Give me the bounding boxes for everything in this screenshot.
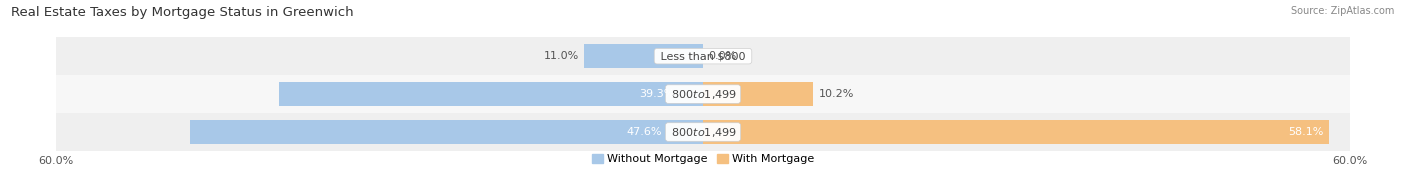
Text: Less than $800: Less than $800 xyxy=(657,51,749,61)
Bar xyxy=(703,120,1329,144)
Bar xyxy=(703,82,813,106)
Bar xyxy=(190,120,703,144)
Bar xyxy=(56,75,1350,113)
Text: 0.0%: 0.0% xyxy=(709,51,737,61)
Text: $800 to $1,499: $800 to $1,499 xyxy=(668,88,738,101)
Text: 58.1%: 58.1% xyxy=(1288,127,1324,137)
Bar xyxy=(280,82,703,106)
Text: Real Estate Taxes by Mortgage Status in Greenwich: Real Estate Taxes by Mortgage Status in … xyxy=(11,6,354,19)
Text: 47.6%: 47.6% xyxy=(626,127,662,137)
Text: Source: ZipAtlas.com: Source: ZipAtlas.com xyxy=(1291,6,1395,16)
Bar xyxy=(585,44,703,68)
Legend: Without Mortgage, With Mortgage: Without Mortgage, With Mortgage xyxy=(588,149,818,169)
Text: $800 to $1,499: $800 to $1,499 xyxy=(668,125,738,139)
Bar xyxy=(56,37,1350,75)
Text: 10.2%: 10.2% xyxy=(818,89,853,99)
Bar xyxy=(56,113,1350,151)
Text: 39.3%: 39.3% xyxy=(640,89,675,99)
Text: 11.0%: 11.0% xyxy=(544,51,579,61)
